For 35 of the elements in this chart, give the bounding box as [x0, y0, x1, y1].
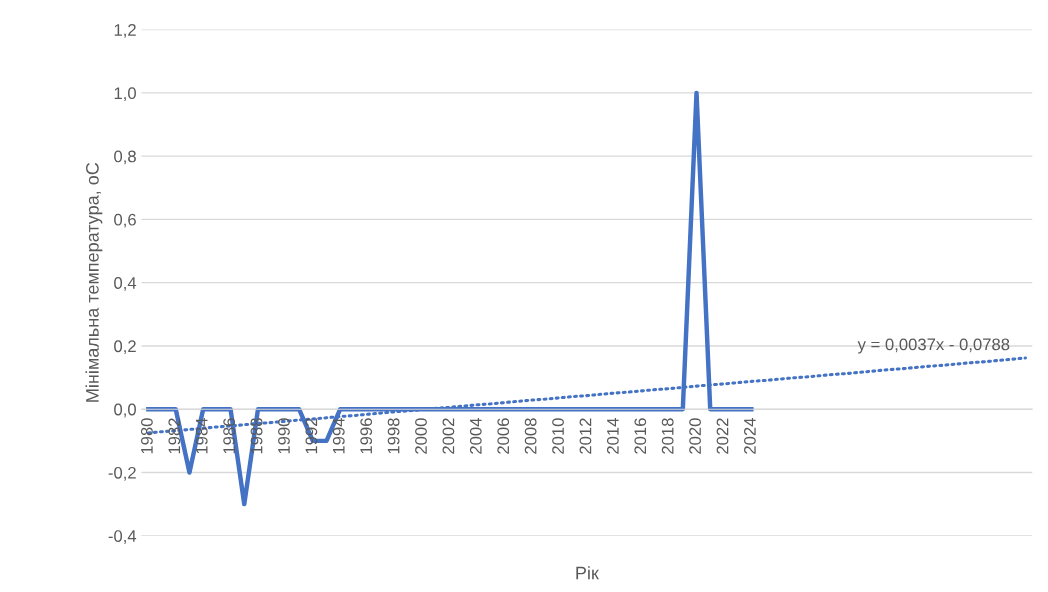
y-tick-label: 0,8 [114, 150, 136, 165]
x-tick-label: 2006 [497, 418, 510, 454]
x-tick-label: 2010 [552, 418, 564, 454]
x-tick-label: 2012 [579, 418, 592, 454]
x-tick-label: 1982 [168, 418, 181, 454]
y-tick-label: 1,2 [114, 24, 136, 38]
y-tick-label: -0,4 [108, 530, 137, 544]
x-tick-label: 1994 [332, 418, 345, 454]
x-tick-label: 2008 [524, 418, 537, 454]
annotation: y = 0,0037x - 0,0788 [857, 338, 1010, 354]
y-tick-label: 0,2 [114, 340, 136, 355]
x-tick-label: 1998 [387, 418, 400, 454]
x-tick-label: 2002 [442, 418, 455, 454]
y-tick-label: -0,2 [108, 466, 136, 481]
x-tick-label: 2024 [744, 418, 756, 454]
x-tick-label: 1988 [250, 418, 263, 454]
x-axis-title: Рік [576, 566, 599, 580]
x-tick-label: 1980 [141, 418, 153, 454]
y-axis-title: Мінімальна температура, оС [85, 162, 103, 402]
y-tick-label: 0,4 [114, 277, 137, 291]
x-tick-label: 2022 [716, 418, 729, 454]
x-tick-label: 2018 [661, 418, 674, 454]
x-tick-label: 1996 [360, 418, 373, 454]
x-tick-label: 2014 [606, 418, 619, 454]
y-tick-label: 0,0 [114, 403, 136, 418]
x-tick-label: 2004 [469, 418, 482, 454]
x-tick-label: 1992 [305, 418, 318, 454]
x-tick-label: 1984 [195, 418, 208, 454]
x-tick-label: 1986 [223, 418, 236, 454]
y-tick-label: 0,6 [114, 213, 136, 228]
x-tick-label: 2000 [415, 418, 427, 454]
y-tick-label: 1,0 [114, 87, 136, 102]
x-tick-label: 2020 [689, 418, 701, 454]
x-tick-label: 1990 [278, 418, 290, 454]
x-tick-label: 2016 [634, 418, 647, 454]
